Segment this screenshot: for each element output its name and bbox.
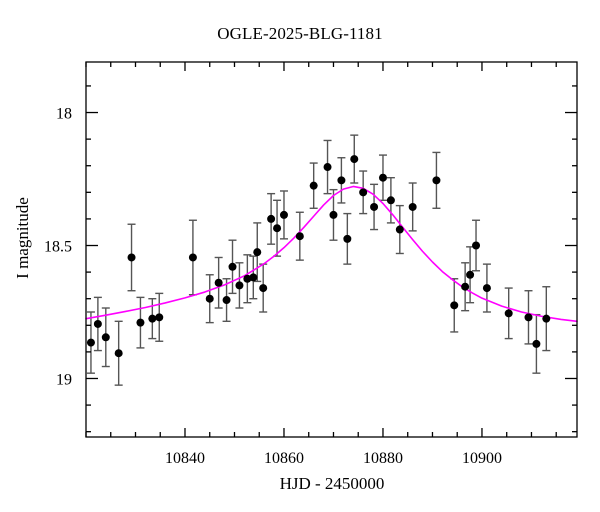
data-point	[337, 176, 346, 185]
data-point	[253, 248, 262, 257]
data-point	[93, 319, 102, 328]
x-axis-title: HJD - 2450000	[279, 474, 385, 493]
data-point	[461, 282, 470, 291]
data-point	[235, 281, 244, 290]
data-point	[279, 210, 288, 219]
axis-group	[85, 61, 578, 438]
model-curve	[85, 185, 578, 323]
x-tick-label: 10900	[462, 450, 502, 467]
y-tick-label: 18	[56, 106, 72, 123]
data-point	[370, 202, 379, 211]
data-point	[114, 349, 123, 358]
data-point	[359, 188, 368, 197]
plot-frame	[85, 61, 578, 438]
data-point	[101, 333, 110, 342]
chart-title: OGLE-2025-BLG-1181	[217, 24, 383, 43]
data-point	[450, 301, 459, 310]
data-point	[329, 210, 338, 219]
y-tick-label: 18.5	[44, 239, 72, 256]
model-curve-group	[85, 185, 578, 323]
data-point	[323, 163, 332, 172]
data-point	[214, 278, 223, 287]
data-point	[136, 318, 145, 327]
data-point	[504, 309, 513, 318]
data-point	[228, 262, 237, 271]
data-point	[395, 225, 404, 234]
data-point	[188, 253, 197, 262]
data-point	[532, 339, 541, 348]
data-point	[259, 284, 268, 293]
x-tick-label: 10880	[363, 450, 403, 467]
data-point-group	[86, 155, 551, 358]
data-point	[273, 224, 282, 233]
data-point	[386, 196, 395, 205]
data-point	[267, 214, 276, 223]
data-point	[343, 234, 352, 243]
tick-label-group: 10840 10860 10880 10900 18 18.5 19	[44, 106, 502, 467]
data-point	[148, 314, 157, 323]
data-point	[466, 270, 475, 279]
x-tick-label: 10840	[165, 450, 205, 467]
data-point	[432, 176, 441, 185]
x-tick-label: 10860	[264, 450, 304, 467]
data-point	[222, 296, 231, 305]
data-point	[524, 313, 533, 322]
data-point	[408, 202, 417, 211]
errorbar-group	[86, 134, 551, 386]
data-point	[472, 241, 481, 250]
data-point	[295, 232, 304, 241]
data-point	[155, 313, 164, 322]
data-point	[482, 284, 491, 293]
data-point	[350, 155, 359, 164]
data-point	[309, 181, 318, 190]
data-point	[86, 338, 95, 347]
data-point	[542, 314, 551, 323]
data-point	[127, 253, 136, 262]
data-point	[205, 294, 214, 303]
data-point	[378, 173, 387, 182]
data-point	[249, 273, 258, 282]
y-tick-label: 19	[56, 371, 72, 388]
